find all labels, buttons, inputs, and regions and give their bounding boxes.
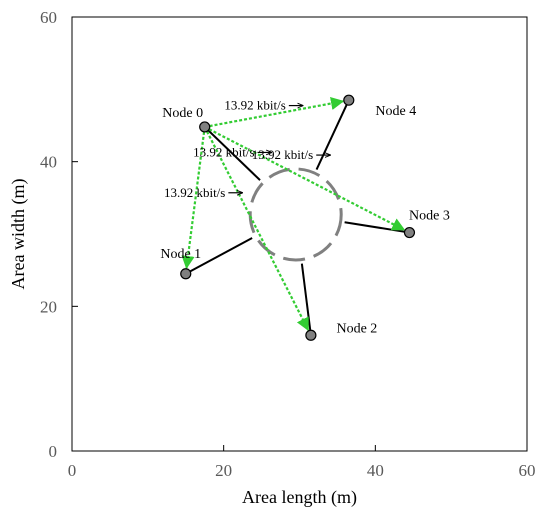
node-marker: [343, 94, 355, 106]
x-tick-label: 40: [367, 461, 384, 480]
x-tick-label: 20: [215, 461, 232, 480]
spoke-line: [315, 99, 350, 170]
link-rate-label: 13.92 kbit/s: [252, 147, 313, 162]
node-label: Node 0: [162, 106, 203, 121]
spoke-line: [344, 221, 410, 234]
node-marker: [199, 121, 211, 133]
spoke-line: [300, 263, 312, 336]
plot-frame: [71, 16, 528, 452]
y-tick-label: 40: [40, 153, 57, 172]
link-arrow: [181, 126, 206, 270]
spoke-line: [204, 126, 261, 181]
node-marker: [180, 268, 192, 280]
node-label: Node 4: [375, 104, 416, 119]
y-axis-label: Area width (m): [8, 179, 29, 290]
link-arrow: [204, 96, 345, 129]
node-marker: [403, 226, 416, 239]
x-tick-label: 60: [519, 461, 536, 480]
link-rate-label: 13.92 kbit/s: [193, 144, 254, 159]
link-arrow: [204, 125, 406, 231]
link-rate-label: 13.92 kbit/s: [224, 98, 285, 113]
y-tick-label: 20: [40, 297, 57, 316]
x-axis-label: Area length (m): [242, 487, 357, 508]
x-tick-label: 0: [68, 461, 77, 480]
y-tick-label: 60: [40, 8, 57, 27]
node-marker: [305, 329, 317, 341]
node-label: Node 3: [409, 209, 450, 224]
node-label: Node 1: [160, 247, 201, 262]
link-rate-label: 13.92 kbit/s: [164, 185, 225, 200]
spoke-line: [185, 237, 253, 275]
obstacle-circle: [248, 167, 343, 262]
link-arrow: [203, 126, 310, 332]
y-tick-label: 0: [49, 442, 58, 461]
node-label: Node 2: [336, 321, 377, 336]
